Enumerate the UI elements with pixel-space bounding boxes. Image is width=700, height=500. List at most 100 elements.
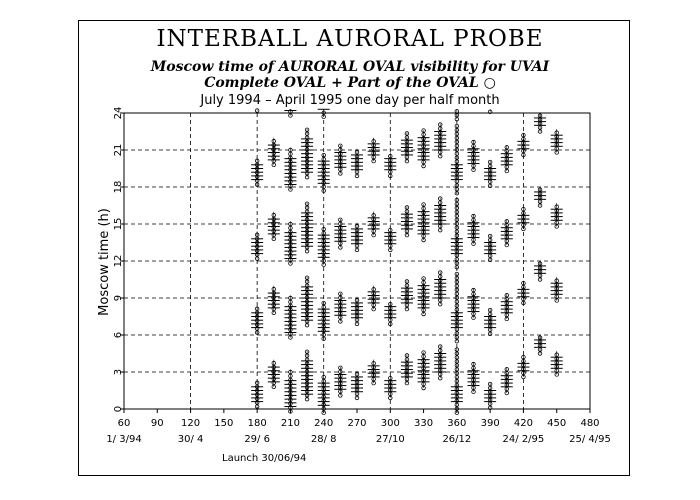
oval-part-point [438, 270, 443, 275]
x-tick-label: 210 [281, 418, 300, 429]
oval-part-point [421, 276, 426, 281]
oval-part-point [304, 127, 310, 132]
oval-part-point [304, 201, 310, 206]
oval-part-point [354, 150, 360, 155]
oval-part-point [521, 355, 526, 360]
oval-part-point [537, 261, 543, 266]
oval-part-point [254, 108, 260, 113]
oval-part-point [521, 281, 526, 286]
oval-part-point [321, 226, 326, 232]
y-tick-label: 3 [113, 369, 124, 375]
x-tick-label: 300 [381, 418, 400, 429]
oval-part-point [504, 145, 509, 150]
oval-part-point [454, 123, 460, 129]
oval-part-point [404, 353, 410, 358]
oval-part-point [454, 271, 460, 277]
oval-part-point [321, 300, 326, 306]
chart-title: INTERBALL AURORAL PROBE [156, 26, 544, 52]
date-tick-label: 30/ 4 [178, 434, 204, 445]
x-tick-label: 120 [181, 418, 200, 429]
oval-part-point [271, 138, 276, 144]
y-tick-label: 24 [113, 107, 124, 120]
oval-part-point [354, 298, 360, 303]
launch-note: Launch 30/06/94 [222, 453, 307, 464]
oval-part-point [321, 374, 326, 380]
oval-part-point [554, 278, 559, 283]
oval-part-point [388, 375, 393, 381]
oval-part-point [504, 293, 509, 298]
oval-part-point [354, 372, 360, 377]
oval-part-point [421, 128, 426, 133]
date-tick-label: 27/10 [376, 434, 405, 445]
oval-part-point [404, 205, 410, 210]
chart-subtitle-1: Moscow time of AURORAL OVAL visibility f… [150, 59, 550, 75]
oval-part-point [254, 306, 260, 312]
oval-part-point [338, 291, 343, 297]
x-tick-label: 240 [314, 418, 333, 429]
x-tick-label: 360 [447, 418, 466, 429]
oval-part-point [304, 275, 310, 280]
oval-part-point [471, 213, 476, 219]
y-tick-label: 9 [113, 295, 124, 301]
oval-part-point [288, 221, 293, 227]
oval-part-point [371, 361, 376, 366]
y-tick-label: 12 [113, 255, 124, 268]
oval-part-point [304, 349, 310, 354]
oval-part-point [288, 147, 293, 153]
oval-part-point [371, 287, 376, 292]
date-tick-label: 24/ 2/95 [503, 434, 545, 445]
date-tick-label: 1/ 3/94 [106, 434, 141, 445]
oval-part-point [537, 335, 543, 340]
x-tick-label: 90 [151, 418, 164, 429]
oval-part-point [454, 347, 460, 352]
oval-part-point [388, 227, 393, 233]
oval-part-point [487, 109, 493, 114]
oval-part-point [438, 196, 443, 201]
y-tick-label: 21 [113, 144, 124, 157]
axes-layer: 0 3 6 9 12 15 18 21 24 60 90 120 150 180 210 240 270 300 3… [106, 107, 611, 445]
oval-part-point [438, 344, 443, 349]
oval-part-point [421, 202, 426, 207]
oval-part-point [521, 132, 526, 138]
oval-part-point [521, 206, 526, 212]
oval-part-point [421, 350, 426, 355]
oval-part-point [271, 286, 276, 292]
x-tick-label: 450 [547, 418, 566, 429]
y-axis-label: Moscow time (h) [97, 208, 112, 316]
date-tick-label: 29/ 6 [244, 434, 270, 445]
oval-part-point [288, 295, 293, 301]
oval-part-point [487, 159, 493, 165]
oval-part-point [321, 152, 326, 158]
oval-part-point [388, 153, 393, 159]
y-tick-label: 18 [113, 181, 124, 194]
oval-part-point [504, 367, 509, 372]
oval-part-point [354, 224, 360, 229]
oval-part-point [271, 360, 276, 366]
oval-part-point [371, 213, 376, 218]
oval-part-point [404, 279, 410, 284]
chart-subtitle-2: Complete OVAL + Part of the OVAL ○ [204, 75, 496, 91]
oval-part-point [254, 380, 260, 386]
oval-part-point [471, 361, 476, 367]
oval-part-point [471, 139, 476, 145]
oval-part-point [254, 158, 260, 164]
x-tick-label: 420 [514, 418, 533, 429]
oval-part-point [338, 365, 343, 371]
x-tick-label: 60 [118, 418, 131, 429]
oval-part-point [554, 352, 559, 357]
oval-part-point [271, 212, 276, 218]
oval-part-point [537, 113, 543, 118]
oval-part-point [487, 381, 493, 387]
oval-part-point [537, 187, 543, 192]
oval-part-point [471, 287, 476, 293]
marks-layer [251, 108, 563, 415]
oval-part-point [454, 197, 460, 203]
oval-part-point [338, 143, 343, 149]
oval-part-point [371, 139, 376, 144]
y-tick-label: 0 [113, 406, 124, 412]
oval-part-point [288, 369, 293, 375]
date-tick-label: 28/ 8 [311, 434, 337, 445]
x-tick-label: 270 [347, 418, 366, 429]
figure-frame [78, 20, 630, 476]
